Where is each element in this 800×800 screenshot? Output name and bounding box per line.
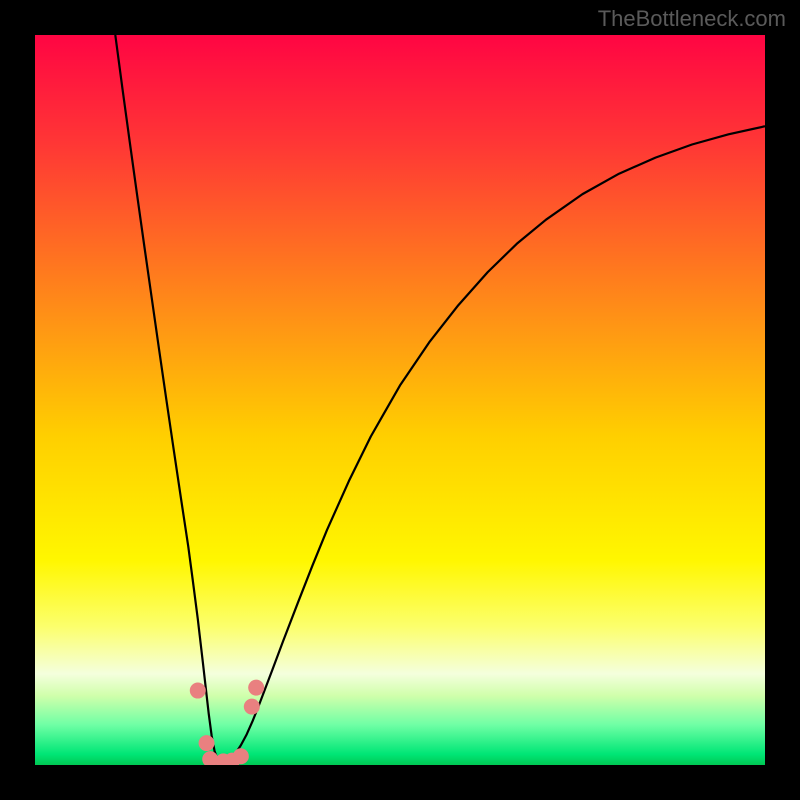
chart-frame: TheBottleneck.com — [0, 0, 800, 800]
data-marker — [190, 683, 206, 699]
plot-area — [35, 35, 765, 765]
gradient-background — [35, 35, 765, 765]
watermark-text: TheBottleneck.com — [598, 6, 786, 32]
chart-svg — [35, 35, 765, 765]
data-marker — [233, 748, 249, 764]
data-marker — [199, 735, 215, 751]
data-marker — [248, 680, 264, 696]
data-marker — [244, 699, 260, 715]
